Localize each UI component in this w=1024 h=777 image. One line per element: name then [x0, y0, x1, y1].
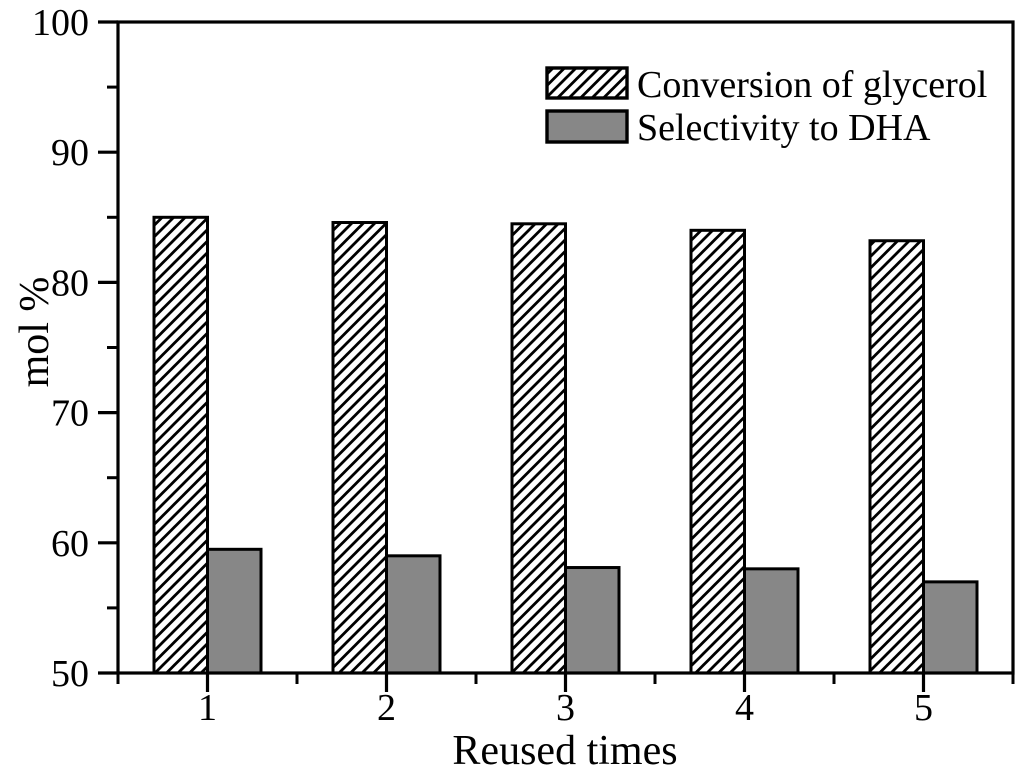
x-tick-label: 5	[914, 687, 933, 729]
bar-conversion-5	[868, 239, 925, 675]
y-tick-label: 70	[51, 393, 89, 435]
bar-selectivity-2	[385, 554, 442, 675]
x-axis-tick-labels: 1 2 3 4 5	[198, 687, 933, 729]
bar-selectivity-5	[922, 580, 979, 675]
x-tick-label: 1	[198, 687, 217, 729]
plot-frame	[116, 20, 1015, 675]
y-axis-title: mol %	[12, 277, 58, 388]
bar-selectivity-1	[206, 547, 263, 675]
bar-conversion-4	[689, 228, 746, 675]
x-axis-ticks	[116, 673, 1015, 692]
legend-label-conversion: Conversion of glycerol	[637, 64, 987, 106]
bars-selectivity-to-dha	[206, 547, 979, 675]
y-tick-label: 60	[51, 523, 89, 565]
y-axis-tick-labels: 50 60 70 80 90 100	[32, 2, 89, 695]
bars-conversion-of-glycerol	[152, 215, 925, 675]
y-tick-label: 80	[51, 262, 89, 304]
bar-selectivity-3	[564, 566, 621, 675]
x-tick-label: 4	[735, 687, 754, 729]
bar-conversion-1	[152, 215, 209, 675]
x-tick-label: 2	[377, 687, 396, 729]
legend: Conversion of glycerol Selectivity to DH…	[545, 64, 987, 149]
y-tick-label: 50	[51, 653, 89, 695]
y-axis-ticks	[98, 20, 118, 675]
legend-swatch-conversion	[545, 66, 629, 100]
y-tick-label: 90	[51, 132, 89, 174]
bar-conversion-3	[510, 222, 567, 675]
x-axis-title: Reused times	[452, 728, 677, 774]
bar-conversion-2	[331, 221, 388, 675]
bar-selectivity-4	[743, 567, 800, 675]
legend-swatch-selectivity	[545, 109, 629, 144]
y-tick-label: 100	[32, 2, 89, 44]
x-tick-label: 3	[556, 687, 575, 729]
legend-label-selectivity: Selectivity to DHA	[637, 107, 931, 149]
